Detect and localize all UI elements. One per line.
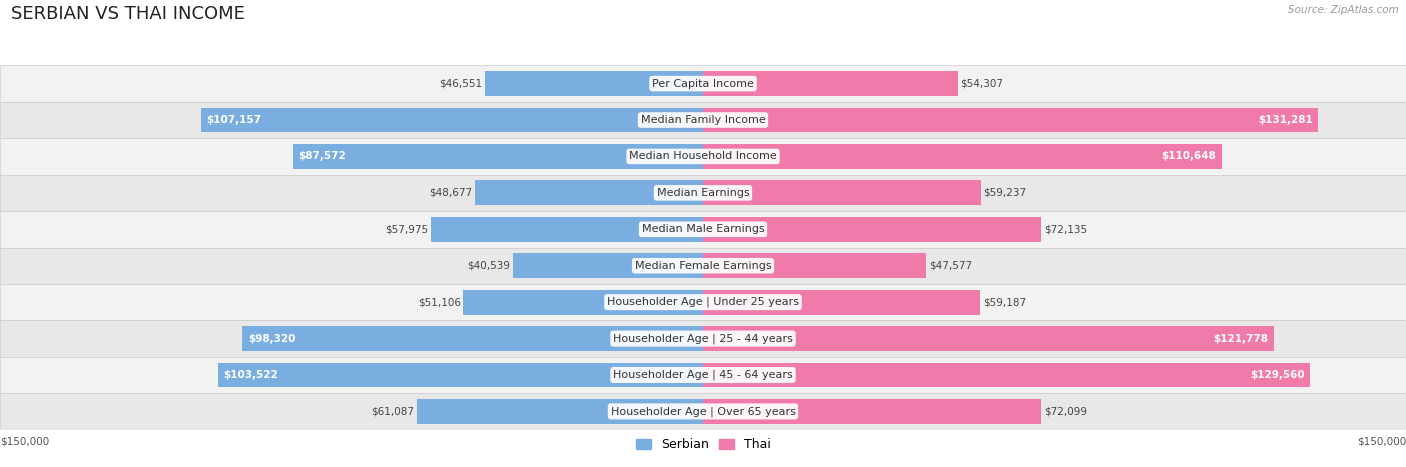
- Text: $48,677: $48,677: [429, 188, 472, 198]
- Text: $47,577: $47,577: [929, 261, 972, 271]
- Text: $131,281: $131,281: [1258, 115, 1313, 125]
- Text: $72,099: $72,099: [1043, 406, 1087, 417]
- Text: Median Household Income: Median Household Income: [628, 151, 778, 162]
- Text: $57,975: $57,975: [385, 224, 429, 234]
- Text: $51,106: $51,106: [418, 297, 461, 307]
- Text: Householder Age | Under 25 years: Householder Age | Under 25 years: [607, 297, 799, 307]
- FancyBboxPatch shape: [703, 217, 1040, 242]
- FancyBboxPatch shape: [703, 362, 1310, 388]
- Legend: Serbian, Thai: Serbian, Thai: [631, 433, 775, 456]
- Text: Median Earnings: Median Earnings: [657, 188, 749, 198]
- Text: $110,648: $110,648: [1161, 151, 1216, 162]
- FancyBboxPatch shape: [703, 107, 1319, 133]
- Text: $121,778: $121,778: [1213, 333, 1268, 344]
- FancyBboxPatch shape: [703, 326, 1274, 351]
- FancyBboxPatch shape: [475, 180, 703, 205]
- FancyBboxPatch shape: [416, 399, 703, 424]
- Text: Median Female Earnings: Median Female Earnings: [634, 261, 772, 271]
- FancyBboxPatch shape: [464, 290, 703, 315]
- FancyBboxPatch shape: [201, 107, 703, 133]
- FancyBboxPatch shape: [292, 144, 703, 169]
- Text: $61,087: $61,087: [371, 406, 413, 417]
- FancyBboxPatch shape: [242, 326, 703, 351]
- FancyBboxPatch shape: [0, 248, 1406, 284]
- FancyBboxPatch shape: [703, 180, 980, 205]
- Text: $87,572: $87,572: [298, 151, 346, 162]
- Text: SERBIAN VS THAI INCOME: SERBIAN VS THAI INCOME: [11, 5, 245, 23]
- Text: $150,000: $150,000: [0, 437, 49, 446]
- Text: $103,522: $103,522: [224, 370, 278, 380]
- FancyBboxPatch shape: [0, 320, 1406, 357]
- FancyBboxPatch shape: [0, 211, 1406, 248]
- FancyBboxPatch shape: [0, 393, 1406, 430]
- Text: $40,539: $40,539: [467, 261, 510, 271]
- FancyBboxPatch shape: [0, 102, 1406, 138]
- FancyBboxPatch shape: [432, 217, 703, 242]
- FancyBboxPatch shape: [513, 253, 703, 278]
- Text: $72,135: $72,135: [1043, 224, 1087, 234]
- Text: Householder Age | Over 65 years: Householder Age | Over 65 years: [610, 406, 796, 417]
- Text: Householder Age | 45 - 64 years: Householder Age | 45 - 64 years: [613, 370, 793, 380]
- FancyBboxPatch shape: [703, 399, 1040, 424]
- FancyBboxPatch shape: [703, 144, 1222, 169]
- Text: $107,157: $107,157: [207, 115, 262, 125]
- Text: Median Male Earnings: Median Male Earnings: [641, 224, 765, 234]
- Text: $129,560: $129,560: [1250, 370, 1305, 380]
- FancyBboxPatch shape: [218, 362, 703, 388]
- FancyBboxPatch shape: [0, 284, 1406, 320]
- FancyBboxPatch shape: [703, 253, 927, 278]
- FancyBboxPatch shape: [0, 138, 1406, 175]
- Text: $150,000: $150,000: [1357, 437, 1406, 446]
- Text: Median Family Income: Median Family Income: [641, 115, 765, 125]
- FancyBboxPatch shape: [485, 71, 703, 96]
- Text: $98,320: $98,320: [247, 333, 295, 344]
- Text: Source: ZipAtlas.com: Source: ZipAtlas.com: [1288, 5, 1399, 14]
- Text: Householder Age | 25 - 44 years: Householder Age | 25 - 44 years: [613, 333, 793, 344]
- FancyBboxPatch shape: [0, 357, 1406, 393]
- FancyBboxPatch shape: [703, 71, 957, 96]
- Text: $59,237: $59,237: [983, 188, 1026, 198]
- Text: $59,187: $59,187: [983, 297, 1026, 307]
- FancyBboxPatch shape: [703, 290, 980, 315]
- Text: Per Capita Income: Per Capita Income: [652, 78, 754, 89]
- Text: $46,551: $46,551: [439, 78, 482, 89]
- FancyBboxPatch shape: [0, 175, 1406, 211]
- FancyBboxPatch shape: [0, 65, 1406, 102]
- Text: $54,307: $54,307: [960, 78, 1004, 89]
